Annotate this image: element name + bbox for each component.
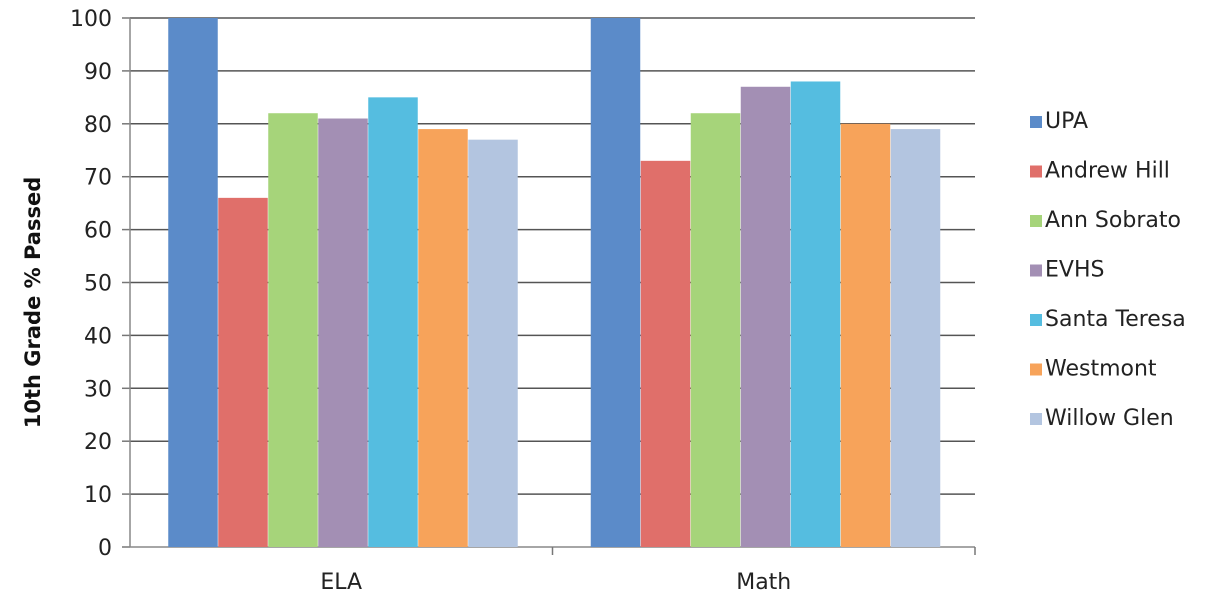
y-axis-label: 10th Grade % Passed: [21, 177, 45, 429]
y-tick-label: 100: [70, 7, 112, 32]
y-tick-labels: 0 10 20 30 40 50 60 70 80 90 100: [70, 7, 112, 561]
legend-label: Santa Teresa: [1045, 307, 1186, 332]
legend-swatch: [1030, 165, 1042, 178]
y-tick-label: 20: [84, 430, 112, 455]
legend-label: UPA: [1045, 109, 1088, 134]
bar-willow-glen-ela: [468, 139, 518, 548]
y-tick-label: 0: [98, 536, 112, 561]
legend-swatch: [1030, 363, 1042, 376]
legend: UPA Andrew Hill Ann Sobrato EVHS Santa Teres…: [1030, 109, 1186, 431]
x-category-label: ELA: [320, 570, 362, 595]
y-tick-label: 50: [84, 272, 112, 297]
bar-santa-teresa-math: [790, 81, 841, 547]
bar-westmont-ela: [418, 129, 468, 547]
legend-swatch: [1030, 413, 1042, 425]
bar-upa-math: [590, 18, 641, 547]
legend-label: Westmont: [1045, 357, 1157, 382]
y-tick-label: 10: [84, 483, 112, 508]
legend-label: EVHS: [1045, 258, 1104, 283]
legend-swatch: [1030, 116, 1042, 128]
legend-label: Andrew Hill: [1045, 159, 1170, 184]
x-category-label: Math: [736, 570, 791, 595]
y-tick-label: 90: [84, 60, 112, 85]
legend-swatch: [1030, 314, 1042, 326]
legend-swatch: [1030, 215, 1042, 227]
legend-swatch: [1030, 264, 1042, 277]
x-category-labels: ELA Math: [320, 570, 791, 595]
y-tick-label: 70: [84, 166, 112, 191]
bar-evhs-ela: [318, 118, 368, 547]
bar-santa-teresa-ela: [368, 97, 418, 547]
legend-label: Willow Glen: [1045, 406, 1174, 431]
bar-ann-sobrato-math: [690, 113, 741, 547]
y-tick-label: 30: [84, 377, 112, 402]
y-tick-label: 60: [84, 219, 112, 244]
y-tick-label: 80: [84, 113, 112, 138]
legend-label: Ann Sobrato: [1045, 208, 1181, 233]
bar-andrew-hill-ela: [218, 197, 268, 548]
bar-andrew-hill-math: [640, 160, 691, 547]
bar-westmont-math: [840, 123, 891, 548]
y-tick-label: 40: [84, 324, 112, 349]
bar-evhs-math: [740, 86, 791, 548]
bar-upa-ela: [168, 18, 218, 547]
bar-willow-glen-math: [890, 129, 941, 547]
bar-ann-sobrato-ela: [268, 113, 318, 547]
bars: [168, 18, 941, 548]
